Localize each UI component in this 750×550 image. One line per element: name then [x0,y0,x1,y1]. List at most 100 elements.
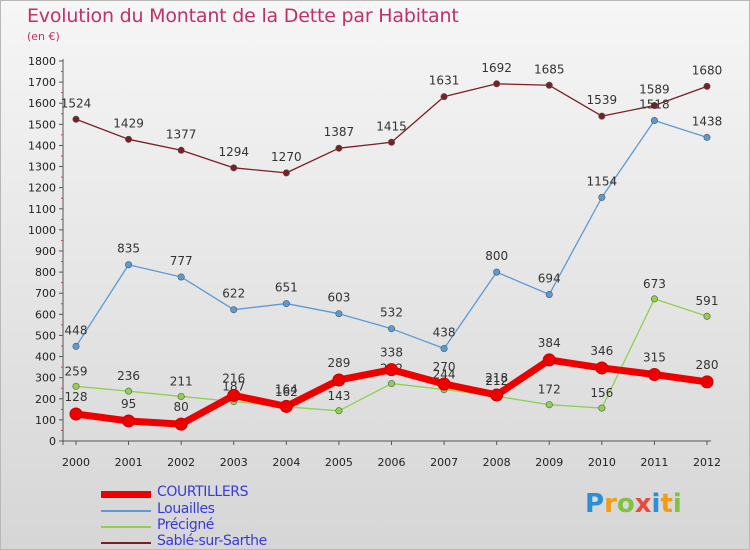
data-point [125,261,133,269]
legend-label: COURTILLERS [157,484,249,500]
data-point [122,414,136,428]
data-label: 1518 [639,98,670,112]
data-point [387,138,395,146]
y-tick-label: 500 [35,329,56,342]
logo-letter: P [585,489,605,519]
y-tick-label: 400 [35,351,56,364]
data-point [125,135,133,143]
data-label: 162 [275,385,298,399]
y-tick-label: 1100 [28,203,56,216]
logo-letter: o [616,489,635,519]
x-tick-label: 2005 [325,456,353,469]
data-point [177,146,185,154]
data-point [542,353,556,367]
data-point [69,407,83,421]
legend-swatch [101,490,151,498]
data-label: 338 [380,346,403,360]
data-point [493,80,501,88]
data-point [282,300,290,308]
x-tick-label: 2007 [430,456,458,469]
data-point [440,345,448,353]
data-label: 187 [222,380,245,394]
logo-letter: i [672,489,682,519]
data-label: 448 [65,323,88,337]
data-label: 95 [121,397,136,411]
x-tick-label: 2008 [483,456,511,469]
data-label: 1539 [587,93,618,107]
logo-letter: x [634,489,652,519]
x-tick-label: 2009 [535,456,563,469]
logo-letter: t [660,489,673,519]
data-point [595,361,609,375]
data-point [177,392,185,400]
data-label: 143 [327,389,350,403]
data-label: 532 [380,306,403,320]
proxiti-logo: Proxiti [585,489,682,519]
data-point [72,115,80,123]
y-tick-label: 1800 [28,55,56,68]
data-label: 236 [117,369,140,383]
data-label: 835 [117,242,140,256]
data-label: 622 [222,287,245,301]
data-point [650,102,658,110]
y-tick-label: 0 [49,435,56,448]
x-tick-label: 2012 [693,456,721,469]
data-point [700,375,714,389]
data-point [545,81,553,89]
y-tick-label: 600 [35,308,56,321]
data-label: 280 [696,358,719,372]
data-point [387,325,395,333]
data-label: 172 [538,383,561,397]
data-label: 1294 [218,145,249,159]
legend-label: Louailles [157,501,215,517]
data-point [490,388,504,402]
y-tick-label: 1000 [28,224,56,237]
data-label: 156 [590,386,613,400]
data-point [279,399,293,413]
data-label: 673 [643,277,666,291]
data-label: 270 [433,360,456,374]
data-point [440,93,448,101]
data-label: 800 [485,249,508,263]
y-tick-label: 700 [35,287,56,300]
data-point [598,193,606,201]
x-tick-label: 2000 [62,456,90,469]
legend-swatch [101,526,151,528]
data-point [335,407,343,415]
data-label: 216 [222,371,245,385]
data-point [647,368,661,381]
data-point [598,404,606,412]
x-tick-label: 2003 [220,456,248,469]
data-label: 80 [174,400,189,414]
data-label: 315 [643,351,666,365]
data-point [437,377,451,391]
data-label: 1377 [166,127,197,141]
x-tick-label: 2004 [272,456,300,469]
y-tick-label: 1700 [28,76,56,89]
y-tick-label: 300 [35,372,56,385]
y-tick-label: 1200 [28,182,56,195]
logo-letter: i [651,489,661,519]
y-tick-label: 1600 [28,97,56,110]
data-label: 1154 [587,174,618,188]
y-tick-label: 800 [35,266,56,279]
data-label: 384 [538,336,561,350]
x-tick-label: 2010 [588,456,616,469]
data-label: 1692 [481,61,512,75]
data-label: 259 [65,364,88,378]
legend-swatch [101,542,151,544]
data-label: 591 [696,294,719,308]
data-label: 164 [275,382,298,396]
data-point [598,112,606,120]
data-label: 1680 [692,63,723,77]
data-label: 211 [170,374,193,388]
data-point [332,373,346,387]
data-label: 212 [485,374,508,388]
data-label: 1524 [61,96,92,110]
chart-title: Evolution du Montant de la Dette par Hab… [27,5,459,27]
data-point [650,295,658,303]
logo-letter: r [604,489,617,519]
data-label: 694 [538,271,561,285]
data-point [72,382,80,390]
